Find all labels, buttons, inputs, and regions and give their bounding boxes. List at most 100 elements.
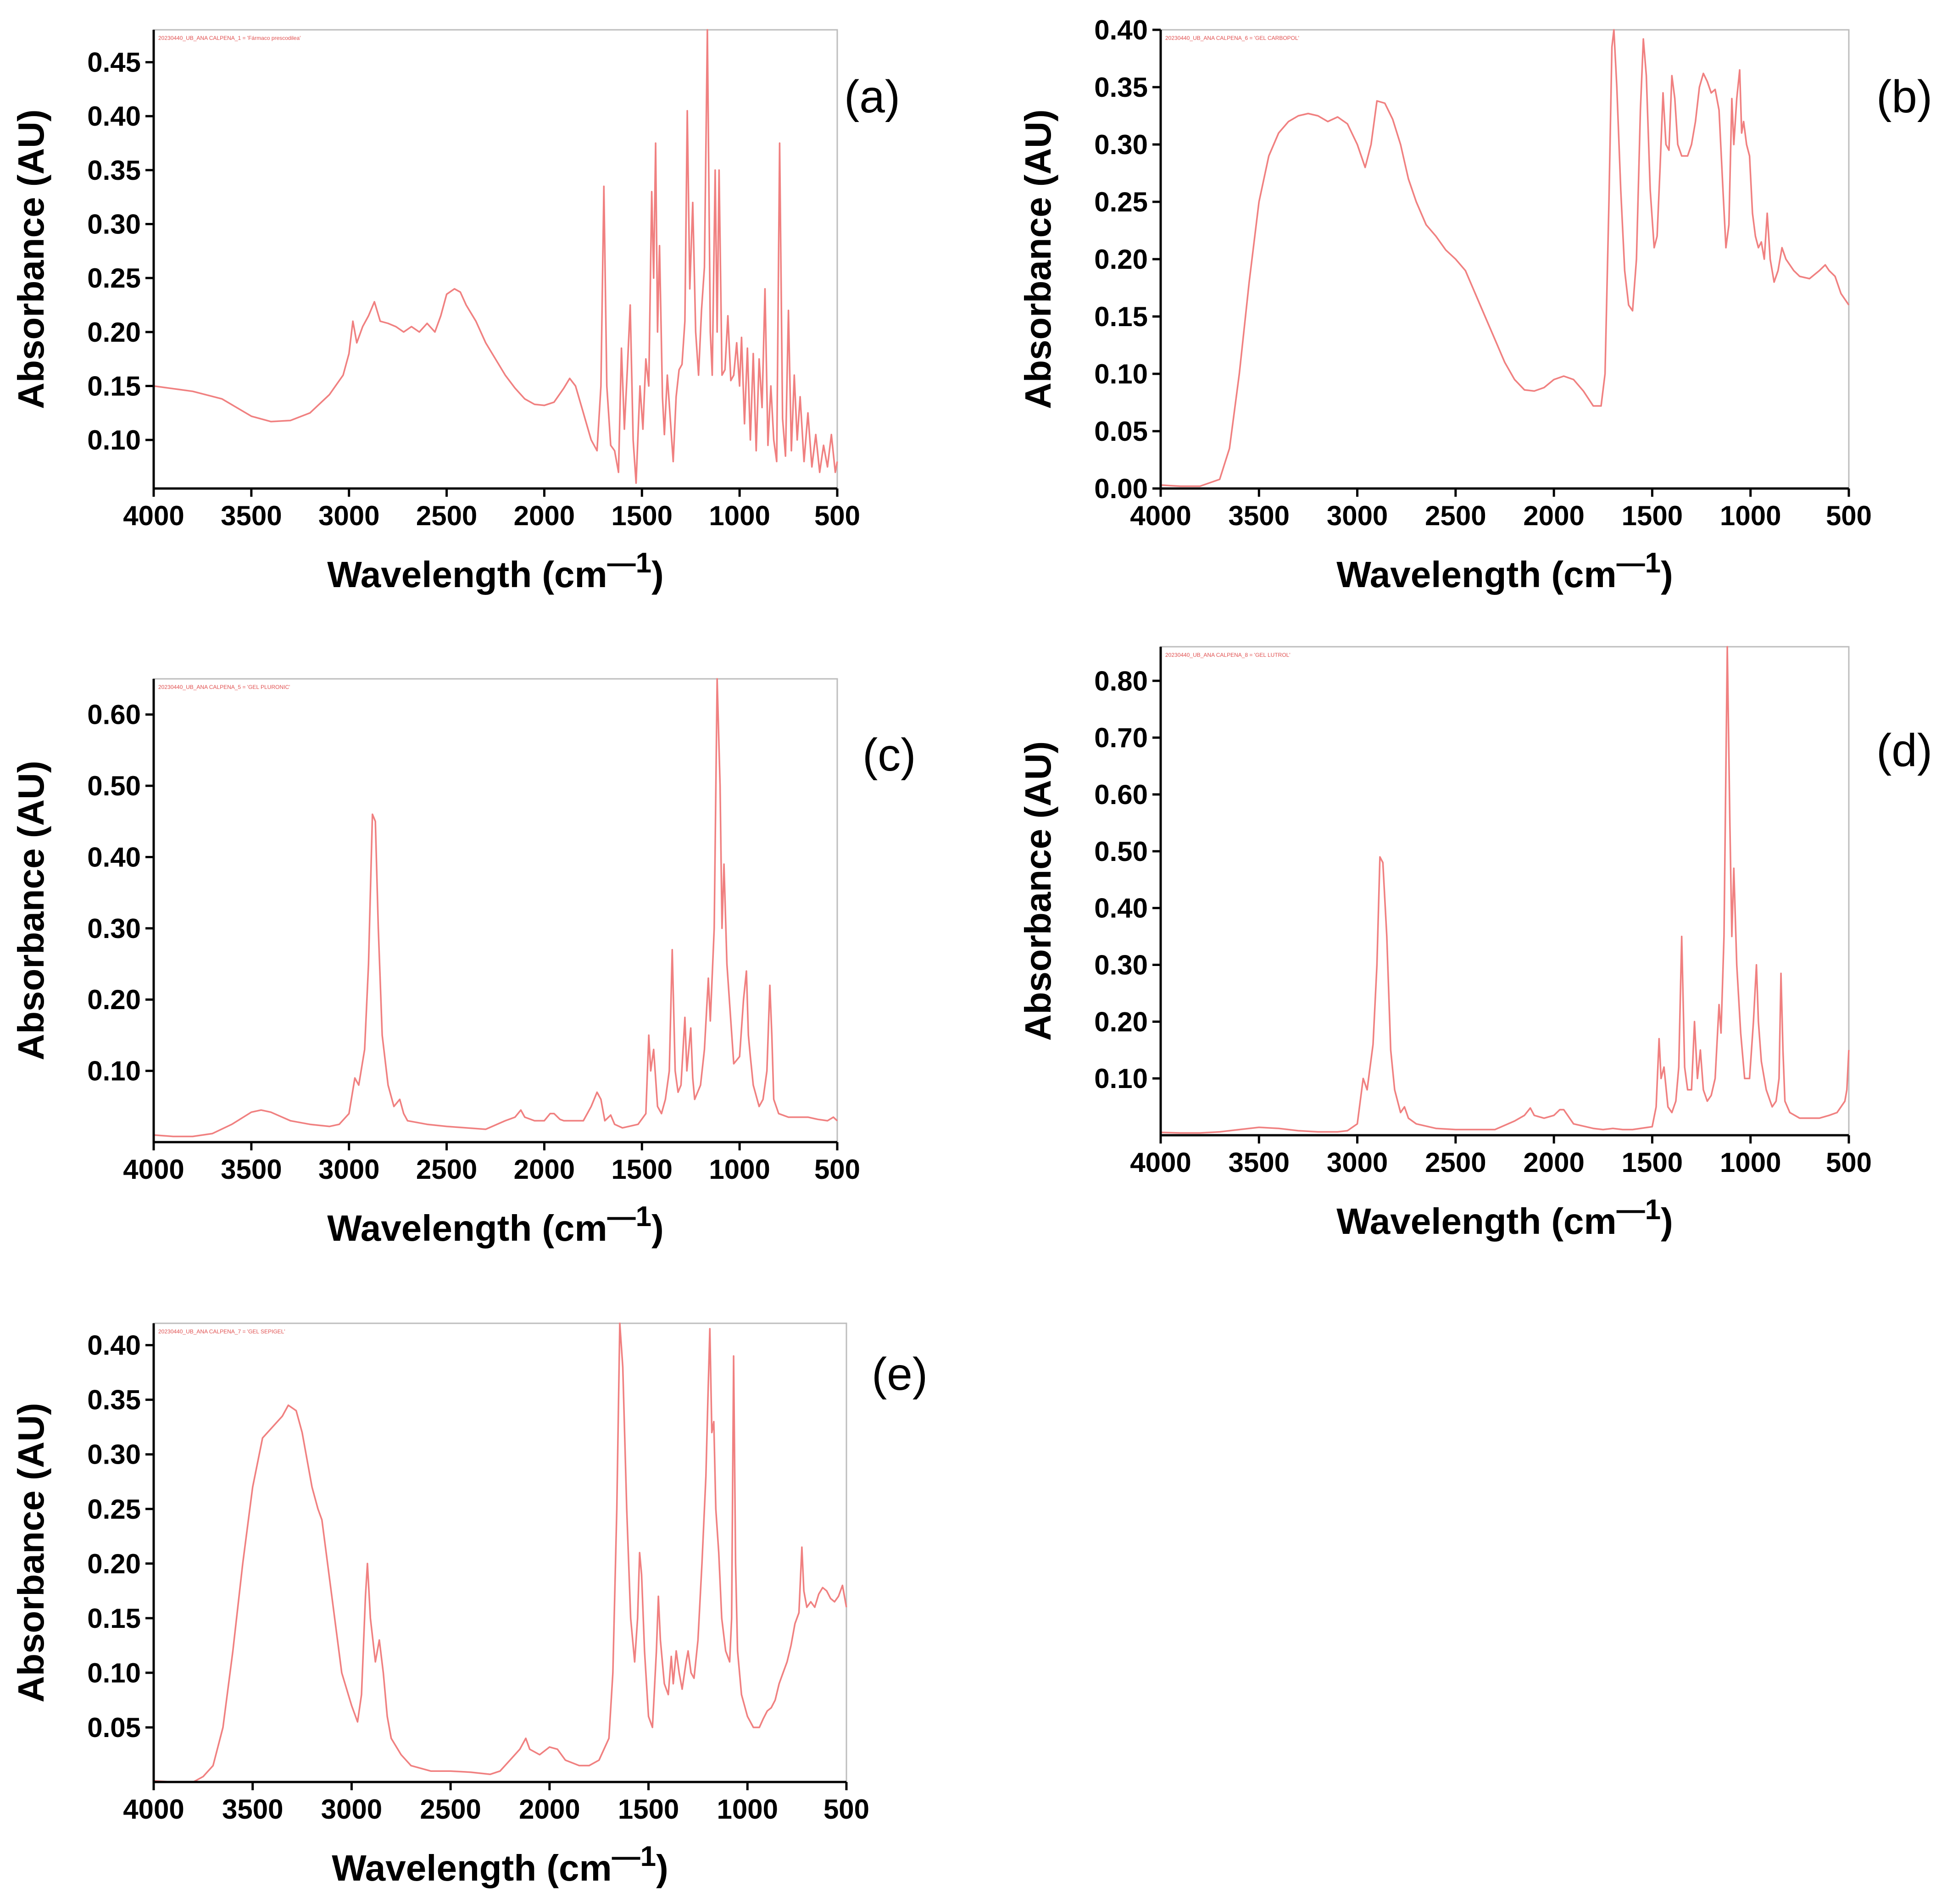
- y-tick-label: 0.10: [1094, 359, 1148, 389]
- x-tick-label: 2000: [1523, 1147, 1584, 1178]
- panel-d: 20230440_UB_ANA CALPENA_8 = 'GEL LUTROL'…: [1018, 646, 1932, 1242]
- y-tick-label: 0.35: [87, 1385, 141, 1416]
- y-tick-label: 0.60: [87, 699, 141, 730]
- x-tick-label: 1500: [618, 1794, 679, 1825]
- panel-label: (d): [1876, 725, 1932, 776]
- y-tick-label: 0.10: [1094, 1063, 1148, 1094]
- y-tick-label: 0.20: [87, 1549, 141, 1579]
- spectrum-header: 20230440_UB_ANA CALPENA_6 = 'GEL CARBOPO…: [1165, 35, 1299, 41]
- panel-label: (b): [1876, 71, 1932, 122]
- x-tick-label: 4000: [1130, 500, 1191, 531]
- spectrum-line-b: [1160, 29, 1850, 487]
- y-tick-label: 0.25: [87, 1494, 141, 1525]
- x-tick-label: 1000: [717, 1794, 778, 1825]
- panel-e: 20230440_UB_ANA CALPENA_7 = 'GEL SEPIGEL…: [11, 1322, 928, 1888]
- panel-c: 20230440_UB_ANA CALPENA_5 = 'GEL PLURONI…: [11, 678, 916, 1249]
- y-tick-label: 0.40: [87, 1330, 141, 1361]
- spectrum-line-a: [153, 29, 838, 484]
- plot-frame: [153, 678, 838, 1143]
- x-tick-label: 4000: [123, 500, 184, 531]
- x-tick-label: 500: [1826, 1147, 1872, 1178]
- spectrum-line-c: [153, 678, 838, 1138]
- x-tick-label: 1000: [1720, 500, 1781, 531]
- plot-frame: [153, 29, 838, 489]
- x-tick-label: 3500: [1229, 1147, 1290, 1178]
- y-tick-label: 0.00: [1094, 473, 1148, 504]
- plot-frame: [1160, 29, 1850, 489]
- y-tick-label: 0.10: [87, 1658, 141, 1688]
- x-tick-label: 500: [814, 500, 860, 531]
- y-tick-label: 0.50: [1094, 836, 1148, 867]
- y-tick-label: 0.20: [87, 317, 141, 348]
- spectrum-header: 20230440_UB_ANA CALPENA_1 = 'Fármaco pre…: [158, 35, 300, 41]
- y-tick-label: 0.15: [1094, 301, 1148, 332]
- y-tick-label: 0.40: [1094, 893, 1148, 924]
- x-tick-label: 1000: [709, 500, 770, 531]
- x-tick-label: 3500: [221, 1154, 282, 1185]
- x-tick-label: 1500: [612, 500, 673, 531]
- y-axis-title: Absorbance (AU): [1018, 109, 1058, 409]
- spectrum-line-e: [153, 1322, 847, 1783]
- x-axis-title: Wavelength (cm—1): [327, 1201, 664, 1249]
- x-tick-label: 3500: [222, 1794, 283, 1825]
- x-tick-label: 2500: [420, 1794, 481, 1825]
- x-tick-label: 3500: [1229, 500, 1290, 531]
- y-tick-label: 0.45: [87, 47, 141, 78]
- y-tick-label: 0.35: [87, 155, 141, 186]
- y-tick-label: 0.20: [1094, 1006, 1148, 1037]
- x-tick-label: 1000: [1720, 1147, 1781, 1178]
- x-tick-label: 3000: [1327, 1147, 1388, 1178]
- plot-frame: [153, 1322, 847, 1783]
- y-tick-label: 0.30: [87, 1439, 141, 1470]
- x-tick-label: 2000: [514, 500, 575, 531]
- x-tick-label: 1500: [1622, 1147, 1683, 1178]
- y-tick-label: 0.40: [1094, 15, 1148, 45]
- x-tick-label: 500: [823, 1794, 869, 1825]
- x-axis-title: Wavelength (cm—1): [1336, 547, 1673, 595]
- x-tick-label: 4000: [1130, 1147, 1191, 1178]
- x-tick-label: 500: [1826, 500, 1872, 531]
- y-axis-title: Absorbance (AU): [11, 760, 51, 1060]
- x-tick-label: 2000: [519, 1794, 580, 1825]
- y-tick-label: 0.70: [1094, 722, 1148, 753]
- y-tick-label: 0.15: [87, 1603, 141, 1634]
- x-tick-label: 3000: [1327, 500, 1388, 531]
- y-tick-label: 0.25: [87, 263, 141, 294]
- y-tick-label: 0.25: [1094, 187, 1148, 217]
- y-tick-label: 0.80: [1094, 666, 1148, 696]
- y-tick-label: 0.05: [87, 1712, 141, 1743]
- y-tick-label: 0.20: [87, 984, 141, 1015]
- y-tick-label: 0.30: [1094, 949, 1148, 980]
- y-tick-label: 0.10: [87, 1056, 141, 1087]
- y-tick-label: 0.40: [87, 101, 141, 132]
- y-tick-label: 0.30: [87, 913, 141, 944]
- y-tick-label: 0.15: [87, 371, 141, 401]
- x-tick-label: 3000: [318, 1154, 379, 1185]
- x-tick-label: 3500: [221, 500, 282, 531]
- y-axis-title: Absorbance (AU): [11, 1403, 51, 1702]
- x-tick-label: 1500: [612, 1154, 673, 1185]
- panel-b: 20230440_UB_ANA CALPENA_6 = 'GEL CARBOPO…: [1018, 15, 1932, 595]
- spectrum-header: 20230440_UB_ANA CALPENA_7 = 'GEL SEPIGEL…: [158, 1328, 285, 1335]
- panel-label: (a): [844, 71, 900, 122]
- y-tick-label: 0.30: [1094, 129, 1148, 160]
- spectrum-header: 20230440_UB_ANA CALPENA_5 = 'GEL PLURONI…: [158, 684, 290, 690]
- x-axis-title: Wavelength (cm—1): [1336, 1194, 1673, 1242]
- x-axis-title: Wavelength (cm—1): [332, 1841, 668, 1888]
- y-tick-label: 0.50: [87, 771, 141, 801]
- y-tick-label: 0.40: [87, 842, 141, 872]
- x-tick-label: 3000: [318, 500, 379, 531]
- x-tick-label: 3000: [321, 1794, 382, 1825]
- y-tick-label: 0.10: [87, 425, 141, 455]
- y-axis-title: Absorbance (AU): [1018, 741, 1058, 1041]
- spectrum-header: 20230440_UB_ANA CALPENA_8 = 'GEL LUTROL': [1165, 652, 1291, 658]
- panel-label: (c): [862, 729, 916, 781]
- panel-a: 20230440_UB_ANA CALPENA_1 = 'Fármaco pre…: [11, 29, 900, 595]
- y-tick-label: 0.20: [1094, 244, 1148, 275]
- y-tick-label: 0.60: [1094, 779, 1148, 810]
- x-tick-label: 4000: [123, 1794, 184, 1825]
- x-tick-label: 2500: [1425, 500, 1486, 531]
- panel-label: (e): [872, 1349, 928, 1400]
- y-axis-title: Absorbance (AU): [11, 109, 51, 409]
